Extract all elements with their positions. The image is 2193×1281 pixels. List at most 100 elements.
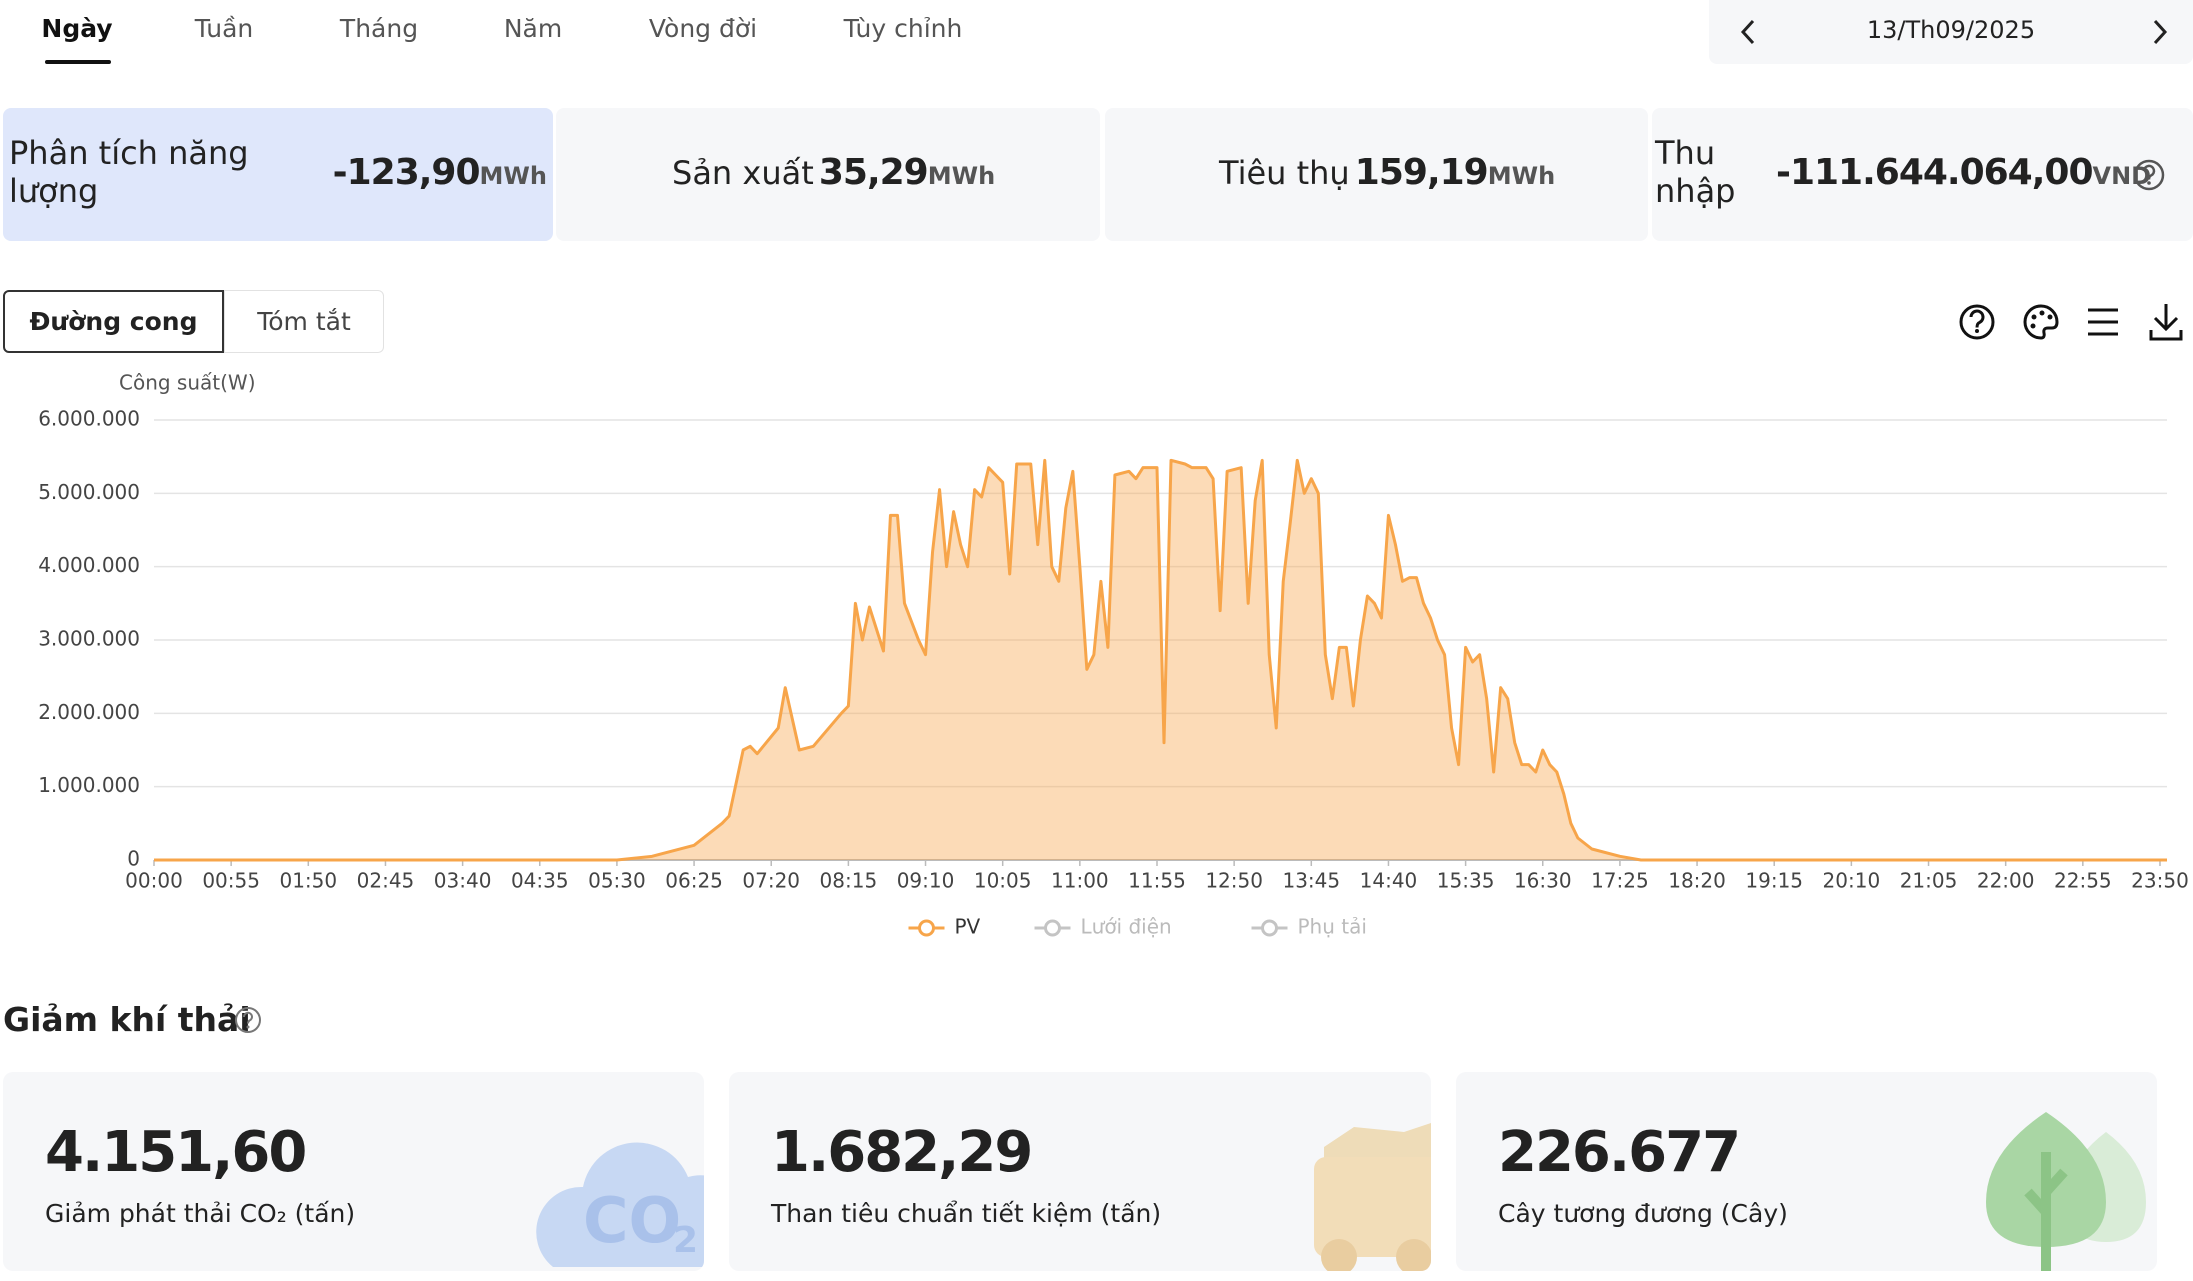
x-tick-label: 17:25 (1591, 869, 1649, 893)
legend-item[interactable]: PV (908, 915, 981, 939)
x-tick-label: 00:55 (202, 869, 260, 893)
y-tick-label: 0 (127, 847, 140, 871)
menu-icon[interactable] (2088, 308, 2118, 336)
card-label: Phân tích năng lượng (9, 134, 249, 210)
tree-illustration (1986, 1112, 2146, 1271)
date-picker: 13/Th09/2025 (1709, 0, 2193, 64)
y-tick-label: 4.000.000 (38, 553, 140, 577)
prev-button[interactable] (1739, 18, 1759, 46)
x-tick-label: 11:55 (1128, 869, 1186, 893)
summary-card[interactable]: Sản xuất 35,29MWh (556, 108, 1100, 241)
svg-text:2: 2 (673, 1220, 698, 1261)
tab[interactable]: Tùy chỉnh (843, 14, 963, 43)
x-tick-label: 07:20 (742, 869, 800, 893)
y-axis-label: Công suất(W) (119, 371, 256, 395)
emission-card: 226.677 Cây tương đương (Cây) (1456, 1072, 2157, 1271)
x-tick-label: 09:10 (897, 869, 955, 893)
coal-illustration (1314, 1123, 1431, 1271)
x-tick-label: 11:00 (1051, 869, 1109, 893)
card-label: Thu nhập (1655, 134, 1736, 210)
x-tick-label: 04:35 (511, 869, 569, 893)
value: 159,19 (1354, 152, 1489, 193)
x-tick-label: 19:15 (1745, 869, 1803, 893)
emission-label: Than tiêu chuẩn tiết kiệm (tấn) (771, 1199, 1162, 1228)
view-button[interactable]: Đường cong (3, 290, 224, 353)
card-value: -123,90MWh (333, 152, 547, 193)
y-tick-label: 3.000.000 (38, 627, 140, 651)
x-tick-label: 18:20 (1668, 869, 1726, 893)
summary-card[interactable]: Phân tích năng lượng -123,90MWh (3, 108, 553, 241)
legend-label: Lưới điện (1081, 915, 1172, 939)
summary-card[interactable]: Thu nhập -111.644.064,00VND (1652, 108, 2193, 241)
x-tick-label: 01:50 (279, 869, 337, 893)
legend-marker (918, 919, 935, 937)
x-tick-label: 06:25 (665, 869, 723, 893)
legend-item[interactable]: Lưới điện (1034, 915, 1172, 939)
card-content: Tiêu thụ 159,19MWh (1219, 152, 1555, 193)
value: -111.644.064,00 (1776, 152, 2094, 193)
summary-card[interactable]: Tiêu thụ 159,19MWh (1105, 108, 1648, 241)
legend-item[interactable]: Phụ tải (1251, 915, 1367, 939)
x-tick-label: 23:50 (2131, 869, 2189, 893)
help-icon[interactable] (1959, 304, 1995, 340)
theme-icon[interactable] (2023, 304, 2059, 340)
next-button[interactable] (2149, 18, 2169, 46)
x-tick-label: 22:55 (2054, 869, 2112, 893)
legend-label: Phụ tải (1298, 915, 1367, 939)
line (154, 458, 2167, 862)
co2-illustration: CO2 (536, 1142, 704, 1267)
legend-marker (1044, 919, 1061, 937)
value: -123,90 (332, 152, 481, 193)
svg-text:CO: CO (583, 1184, 681, 1257)
x-tick-label: 02:45 (357, 869, 415, 893)
emission-card: 1.682,29 Than tiêu chuẩn tiết kiệm (tấn) (729, 1072, 1431, 1271)
y-tick-label: 6.000.000 (38, 407, 140, 431)
unit: MWh (927, 162, 996, 190)
emission-value: 226.677 (1498, 1120, 1741, 1185)
legend-label: PV (955, 915, 981, 939)
x-tick-label: 22:00 (1977, 869, 2035, 893)
y-tick-label: 1.000.000 (38, 773, 140, 797)
card-content: Sản xuất 35,29MWh (672, 152, 995, 193)
emission-value: 4.151,60 (45, 1120, 307, 1185)
tab[interactable]: Vòng đời (648, 14, 758, 43)
emission-card: CO 2 4.151,60 Giảm phát thải CO₂ (tấn) (3, 1072, 704, 1271)
section-title: Giảm khí thải (3, 1000, 251, 1039)
card-label: Sản xuất (672, 154, 814, 192)
x-tick-label: 16:30 (1514, 869, 1572, 893)
y-tick-label: 2.000.000 (38, 700, 140, 724)
tab[interactable]: Tuần (194, 14, 254, 43)
date: 13/Th09/2025 (1866, 16, 2036, 44)
tab[interactable]: Tháng (339, 14, 419, 43)
help-icon[interactable] (2132, 158, 2166, 192)
download-icon[interactable] (2149, 304, 2183, 341)
x-tick-label: 05:30 (588, 869, 646, 893)
chart: Công suất(W) 0 1.000.000 2.000.000 3.000.00… (38, 371, 2189, 939)
x-tick-label: 20:10 (1823, 869, 1881, 893)
x-tick-label: 14:40 (1360, 869, 1418, 893)
help-icon[interactable] (233, 1005, 263, 1035)
card-value: -111.644.064,00VND (1776, 152, 2151, 193)
tab[interactable]: Ngày (41, 14, 113, 43)
x-tick-label: 12:50 (1205, 869, 1263, 893)
y-tick-label: 5.000.000 (38, 480, 140, 504)
tab-underline (45, 60, 111, 64)
x-tick-label: 00:00 (125, 869, 183, 893)
value: 35,29 (818, 152, 929, 193)
toolbar (1959, 304, 2183, 341)
unit: MWh (1487, 162, 1556, 190)
view-button[interactable]: Tóm tắt (224, 290, 384, 353)
x-tick-label: 13:45 (1282, 869, 1340, 893)
emission-label: Cây tương đương (Cây) (1498, 1199, 1788, 1228)
x-tick-label: 10:05 (974, 869, 1032, 893)
x-tick-label: 21:05 (1900, 869, 1958, 893)
card-label: Tiêu thụ (1219, 154, 1350, 192)
tab[interactable]: Năm (503, 14, 563, 43)
x-tick-label: 15:35 (1437, 869, 1495, 893)
x-tick-label: 03:40 (434, 869, 492, 893)
x-tick-label: 08:15 (820, 869, 878, 893)
emission-label: Giảm phát thải CO₂ (tấn) (45, 1199, 356, 1228)
emission-value: 1.682,29 (771, 1120, 1033, 1185)
unit: MWh (479, 162, 547, 190)
